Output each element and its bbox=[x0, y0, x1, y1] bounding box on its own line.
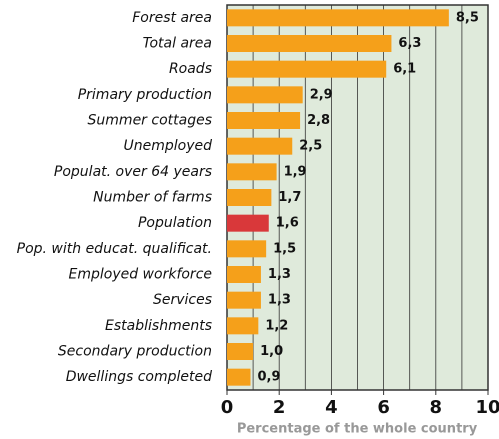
x-tick-label: 0 bbox=[221, 397, 234, 418]
y-tick-label: Populat. over 64 years bbox=[54, 164, 212, 180]
x-tick-label: 2 bbox=[273, 397, 286, 418]
value-label: 1,0 bbox=[260, 344, 283, 359]
bar bbox=[227, 317, 259, 335]
value-label: 1,6 bbox=[276, 216, 299, 231]
bar bbox=[227, 189, 272, 206]
y-tick-label: Secondary production bbox=[58, 344, 212, 360]
bar bbox=[227, 240, 267, 258]
bar bbox=[227, 266, 261, 283]
bar bbox=[227, 291, 261, 309]
y-tick-label: Establishments bbox=[105, 318, 212, 334]
bar bbox=[227, 137, 293, 155]
y-tick-label: Forest area bbox=[132, 10, 212, 26]
bar bbox=[227, 163, 277, 181]
x-tick-label: 4 bbox=[325, 397, 338, 418]
y-tick-label: Roads bbox=[169, 61, 212, 77]
y-tick-label: Primary production bbox=[78, 87, 212, 103]
bar bbox=[227, 35, 392, 52]
x-axis-label: Percentage of the whole country bbox=[237, 422, 478, 437]
y-tick-label: Employed workforce bbox=[69, 267, 213, 283]
y-tick-label: Unemployed bbox=[124, 138, 213, 154]
value-label: 2,8 bbox=[307, 113, 330, 128]
bar bbox=[227, 343, 254, 360]
x-tick-label: 8 bbox=[430, 397, 443, 418]
y-tick-label: Services bbox=[153, 292, 212, 308]
bar bbox=[227, 9, 449, 27]
y-tick-label: Number of farms bbox=[93, 190, 212, 206]
value-label: 1,5 bbox=[273, 241, 296, 256]
value-label: 1,9 bbox=[284, 164, 307, 179]
y-tick-label: Pop. with educat. qualificat. bbox=[17, 241, 212, 257]
value-label: 0,9 bbox=[257, 370, 280, 385]
bar bbox=[227, 368, 251, 386]
x-tick-label: 10 bbox=[475, 397, 499, 418]
y-tick-label: Population bbox=[138, 215, 212, 231]
value-label: 6,1 bbox=[393, 62, 416, 77]
value-label: 1,2 bbox=[265, 318, 288, 333]
value-label: 2,9 bbox=[310, 87, 333, 102]
value-label: 1,3 bbox=[268, 267, 291, 282]
value-label: 1,7 bbox=[278, 190, 301, 205]
bar bbox=[227, 112, 301, 129]
y-tick-label: Summer cottages bbox=[88, 113, 212, 129]
value-label: 6,3 bbox=[398, 36, 421, 51]
bar bbox=[227, 214, 269, 232]
y-tick-label: Dwellings completed bbox=[66, 369, 212, 385]
x-tick-label: 6 bbox=[377, 397, 390, 418]
bar bbox=[227, 86, 303, 104]
value-label: 1,3 bbox=[268, 293, 291, 308]
value-label: 8,5 bbox=[456, 10, 479, 25]
value-label: 2,5 bbox=[299, 139, 322, 154]
bar bbox=[227, 60, 387, 78]
y-tick-label: Total area bbox=[143, 36, 212, 52]
